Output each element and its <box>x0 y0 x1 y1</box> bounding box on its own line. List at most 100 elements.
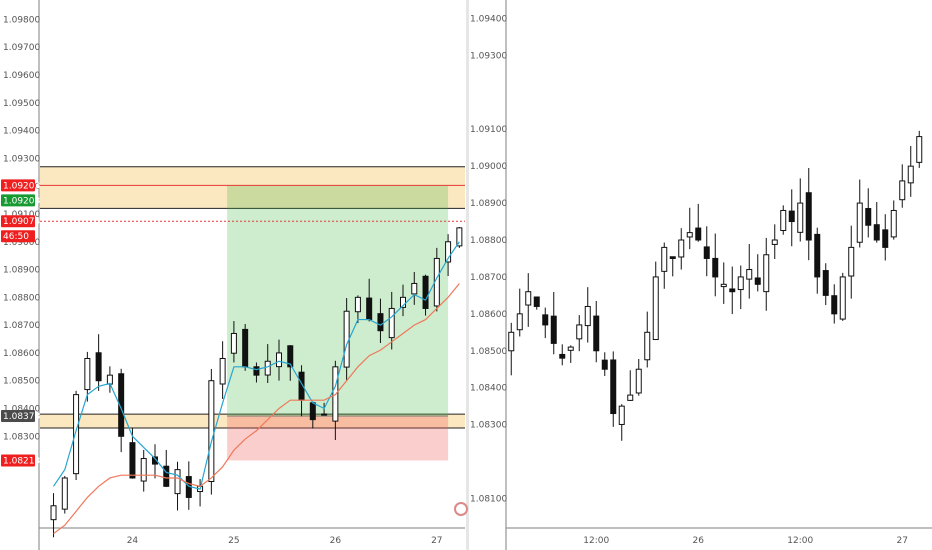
candle-body-up <box>907 165 914 184</box>
price-tick-label: 1.09300 <box>3 154 40 164</box>
price-tick-label: 1.09100 <box>3 210 40 220</box>
price-tick-label: 1.09500 <box>3 99 40 109</box>
candle-body-down <box>695 227 702 241</box>
price-tick-label: 1.08800 <box>3 293 40 303</box>
candle-body-up <box>839 276 846 320</box>
candle <box>422 274 429 316</box>
candle-body-up <box>73 394 80 475</box>
price-tick-label: 1.09400 <box>470 14 507 24</box>
chart-panel-1: 1.08300 1.08400 1.08500 1.08600 1.08700 1.088… <box>1 0 465 550</box>
candle-body-up <box>576 324 583 340</box>
candle <box>399 284 406 317</box>
zone-demand <box>40 414 465 428</box>
price-tick-label: 1.08500 <box>470 347 507 357</box>
candle <box>618 404 625 441</box>
candle <box>275 339 282 381</box>
candle-body-up <box>771 239 778 245</box>
candle-body-down <box>163 465 170 487</box>
price-tick-label: 1.09100 <box>470 125 507 135</box>
candle-body-up <box>763 254 770 293</box>
time-tick-label: 26 <box>693 536 705 546</box>
candle-body-down <box>533 296 540 307</box>
moving-average-ma-slow <box>53 283 460 535</box>
candle-body-up <box>848 246 855 277</box>
candle-body-up <box>686 232 693 238</box>
price-tick-label: 1.08500 <box>3 377 40 387</box>
candle-body-up <box>737 276 744 291</box>
candle-body-down <box>593 315 600 352</box>
price-tick-label: 1.09600 <box>3 71 40 81</box>
candle <box>712 233 719 297</box>
candle-body-down <box>754 277 761 285</box>
candle <box>593 301 600 363</box>
candle-body-up <box>456 227 463 247</box>
candle <box>788 189 795 247</box>
price-tick-label: 1.08400 <box>470 384 507 394</box>
candle <box>388 291 395 350</box>
candle <box>219 341 226 399</box>
price-tag-label: 1.09074 <box>3 217 40 227</box>
candle-body-down <box>729 288 736 293</box>
candle-body-down <box>865 208 872 226</box>
candle-body-down <box>559 353 566 359</box>
candle <box>377 298 384 343</box>
candle <box>771 224 778 260</box>
candle-body-up <box>644 331 651 361</box>
candle-body-down <box>601 359 608 370</box>
price-tag-box <box>1 215 35 228</box>
go-to-realtime-icon <box>454 502 468 516</box>
candle-body-up <box>219 357 226 385</box>
candle-body-up <box>916 136 923 163</box>
candle-body-down <box>151 456 158 465</box>
candle-body-up <box>61 477 68 510</box>
candle <box>695 203 702 242</box>
candle <box>644 311 651 368</box>
candle-body-down <box>309 402 316 421</box>
candle <box>140 449 147 492</box>
zone-supply <box>40 166 465 209</box>
candle <box>890 200 897 240</box>
candle <box>737 265 744 310</box>
candle <box>151 444 158 479</box>
price-tag-box <box>1 179 35 192</box>
candle-body-up <box>208 380 215 483</box>
price-tick-label: 1.08700 <box>3 321 40 331</box>
candle-body-up <box>890 209 897 238</box>
candle <box>822 263 829 306</box>
price-tag-label: 46:50 <box>3 232 29 242</box>
price-tag-label: 1.08213 <box>3 456 40 466</box>
candle <box>635 359 642 396</box>
candle-body-down <box>703 246 710 259</box>
candle-body-down <box>610 359 617 415</box>
candle <box>73 390 80 481</box>
candle-body-up <box>856 202 863 243</box>
candle-body-up <box>399 296 406 308</box>
candle-body-down <box>822 270 829 296</box>
price-tick-label: 1.09000 <box>3 238 40 248</box>
candle <box>797 178 804 242</box>
candle <box>601 352 608 376</box>
candle <box>882 214 889 261</box>
time-tick-label: 27 <box>431 536 442 546</box>
time-tick-label: 27 <box>897 536 908 546</box>
candle-body-down <box>831 295 838 315</box>
candle-body-down <box>788 210 795 223</box>
candle-body-down <box>242 328 249 368</box>
candle <box>856 179 863 248</box>
price-tag-box <box>1 454 35 467</box>
price-tick-label: 1.08900 <box>470 199 507 209</box>
candle-body-up <box>567 346 574 351</box>
candle-body-up <box>140 458 147 482</box>
price-tag: 1.09203 <box>1 194 40 207</box>
price-tag-box <box>1 230 35 243</box>
price-tick-label: 1.08400 <box>3 405 40 415</box>
candle <box>174 461 181 511</box>
candle <box>678 228 685 270</box>
candle-body-up <box>174 469 181 495</box>
candle <box>576 315 583 352</box>
candle-body-down <box>377 313 384 332</box>
candle <box>516 288 523 337</box>
candle <box>729 266 736 315</box>
candle <box>865 188 872 238</box>
